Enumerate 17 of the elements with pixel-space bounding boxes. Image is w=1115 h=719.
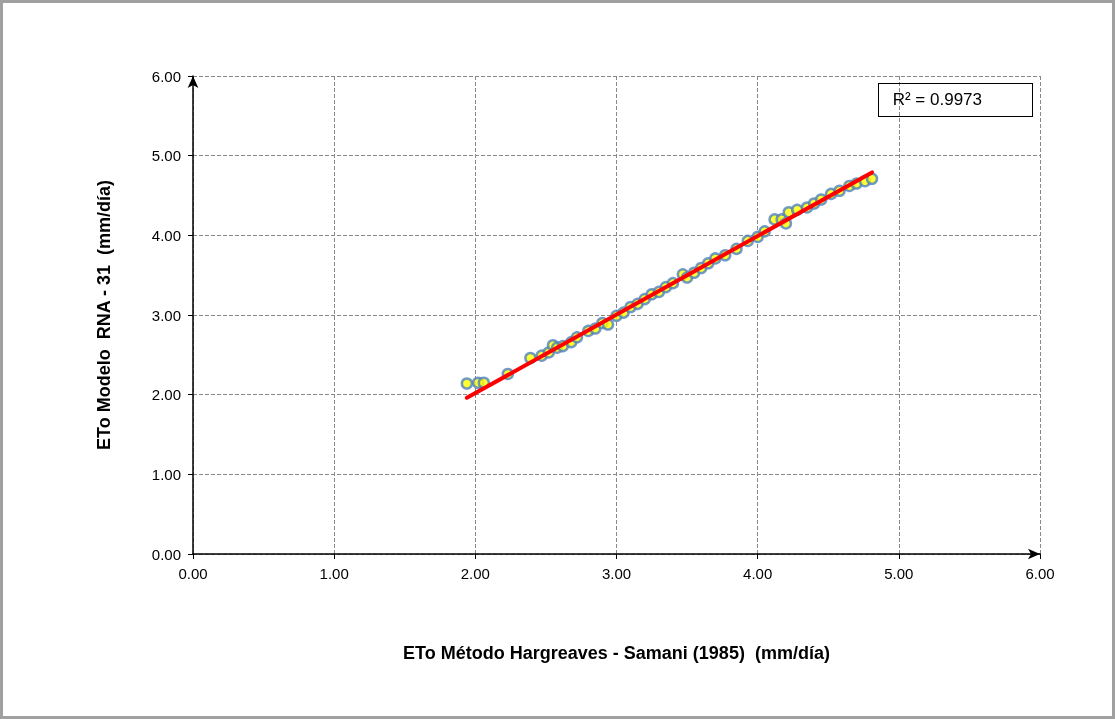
y-tick-label: 6.00 <box>151 67 181 85</box>
x-tick-label: 5.00 <box>884 565 914 582</box>
y-tick-label: 4.00 <box>151 226 181 244</box>
x-tick-label: 0.00 <box>178 565 208 582</box>
y-tick-label: 5.00 <box>151 147 181 165</box>
x-tick-label: 1.00 <box>319 565 349 582</box>
y-tick-label: 0.00 <box>151 545 181 563</box>
y-tick-label: 3.00 <box>151 306 181 324</box>
x-tick-label: 6.00 <box>1025 565 1055 582</box>
x-tick-label: 4.00 <box>743 565 773 582</box>
x-axis-title: ETo Método Hargreaves - Samani (1985) (mm/día) <box>403 643 830 663</box>
y-tick-label: 1.00 <box>151 465 181 483</box>
x-tick-label: 2.00 <box>460 565 490 582</box>
y-tick-label: 2.00 <box>151 386 181 404</box>
y-axis-title: ETo Modelo RNA - 31 (mm/día) <box>94 179 114 451</box>
x-tick-label: 3.00 <box>601 565 632 582</box>
annotation: R² = 0.9973 <box>877 83 1033 117</box>
